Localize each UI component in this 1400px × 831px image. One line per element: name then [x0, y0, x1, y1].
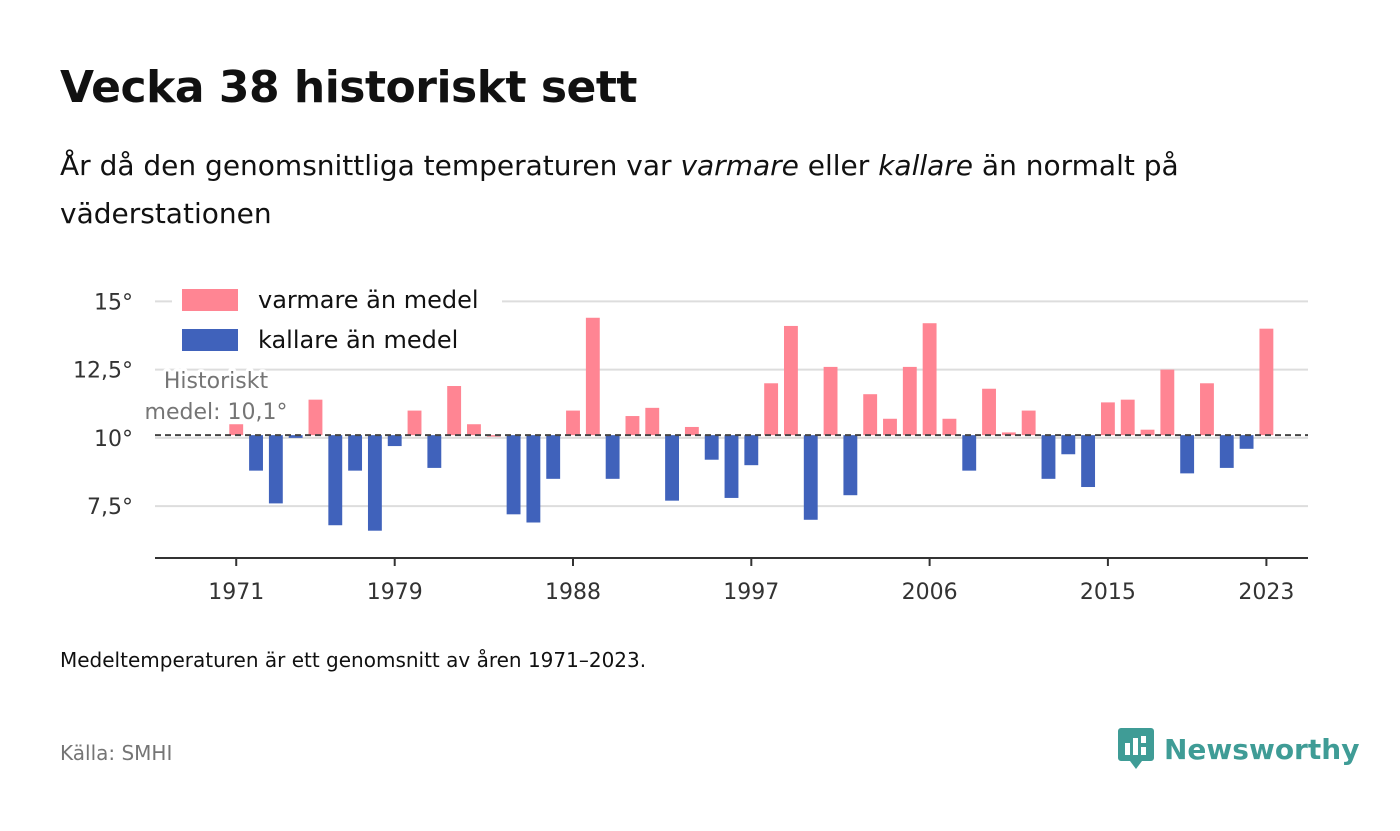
- bar-2013: [1061, 435, 1076, 455]
- bar-2009: [982, 388, 996, 436]
- bar-2011: [1021, 410, 1036, 436]
- y-tick-label: 12,5°: [73, 359, 133, 384]
- bar-2006: [922, 323, 937, 436]
- bar-2015: [1100, 402, 1115, 436]
- bar-2022: [1239, 435, 1254, 449]
- baseline-label-line1: Historiskt: [164, 369, 269, 394]
- newsworthy-logo-text: Newsworthy: [1164, 732, 1360, 766]
- legend-label-warm: varmare än medel: [258, 286, 479, 314]
- bar-1972: [249, 435, 263, 471]
- x-tick-label: 2023: [1238, 580, 1294, 605]
- bar-2000: [803, 435, 818, 520]
- bars: [229, 317, 1274, 531]
- y-tick-label: 7,5°: [87, 495, 133, 520]
- bar-1995: [704, 435, 719, 460]
- bar-1998: [764, 383, 779, 436]
- bar-1971: [229, 424, 244, 436]
- x-tick-label: 1997: [723, 580, 779, 605]
- subtitle: År då den genomsnittliga temperaturen va…: [60, 142, 1280, 238]
- bar-1988: [566, 410, 580, 436]
- bar-1997: [744, 435, 759, 466]
- source-credit: Källa: SMHI: [60, 741, 173, 765]
- bar-1989: [585, 317, 600, 436]
- bar-2003: [863, 394, 878, 436]
- footnote: Medeltemperaturen är ett genomsnitt av å…: [60, 648, 647, 672]
- bar-1980: [407, 410, 422, 436]
- bar-1990: [605, 435, 620, 479]
- subtitle-part3: än normalt på väderstationen: [60, 149, 1179, 230]
- y-tick-label: 10°: [94, 427, 133, 452]
- legend-label-cold: kallare än medel: [258, 326, 458, 354]
- bar-1979: [387, 435, 402, 447]
- subtitle-part2: eller: [798, 149, 879, 182]
- bar-1983: [467, 424, 481, 436]
- x-tick-label: 1979: [367, 580, 423, 605]
- bar-1996: [724, 435, 739, 498]
- x-tick-label: 1988: [545, 580, 601, 605]
- subtitle-cold-word: kallare: [878, 149, 974, 182]
- bar-2021: [1219, 435, 1234, 468]
- bar-2007: [942, 418, 957, 436]
- bar-2018: [1160, 369, 1175, 436]
- baseline-label-line2: medel: 10,1°: [145, 400, 288, 425]
- legend-swatch-warm: [182, 289, 238, 311]
- legend-swatch-cold: [182, 329, 238, 351]
- bar-2016: [1120, 399, 1135, 436]
- bar-2002: [843, 435, 858, 496]
- newsworthy-logo-icon: [1118, 728, 1154, 769]
- subtitle-part1: År då den genomsnittliga temperaturen va…: [60, 149, 681, 182]
- bar-2012: [1041, 435, 1056, 479]
- bar-1978: [367, 435, 382, 531]
- bar-1981: [427, 435, 442, 468]
- legend: varmare än medel kallare än medel: [172, 282, 502, 368]
- bar-1987: [546, 435, 561, 479]
- bar-1991: [625, 416, 640, 436]
- page-title: Vecka 38 historiskt sett: [60, 62, 637, 113]
- newsworthy-logo: Newsworthy: [1118, 728, 1359, 770]
- y-axis-tick-labels: 7,5° 10° 12,5° 15°: [73, 290, 133, 520]
- baseline-label: Historiskt medel: 10,1°: [142, 366, 291, 428]
- bar-1993: [665, 435, 680, 501]
- bar-1994: [684, 426, 699, 436]
- bar-1992: [645, 407, 660, 436]
- bar-1977: [348, 435, 363, 471]
- bar-1976: [328, 435, 343, 526]
- bar-2008: [962, 435, 977, 471]
- y-tick-label: 15°: [94, 290, 133, 315]
- bar-1973: [268, 435, 283, 504]
- bar-2020: [1200, 383, 1214, 436]
- bar-2001: [823, 366, 838, 436]
- bar-1999: [783, 325, 798, 436]
- bar-1985: [506, 435, 521, 515]
- bar-2023: [1259, 328, 1274, 436]
- bar-1984: [486, 435, 501, 437]
- bar-1982: [447, 386, 462, 436]
- x-axis: 1971 1979 1988 1997 2006 2015 2023: [155, 557, 1308, 605]
- bar-2017: [1140, 429, 1155, 436]
- bar-1974: [288, 435, 303, 438]
- x-tick-label: 2006: [902, 580, 958, 605]
- bar-2005: [902, 366, 917, 436]
- x-tick-label: 2015: [1080, 580, 1136, 605]
- bar-2010: [1001, 432, 1016, 436]
- bar-1975: [308, 399, 323, 436]
- subtitle-warm-word: varmare: [680, 149, 799, 182]
- bar-2014: [1081, 435, 1096, 488]
- bar-2019: [1180, 435, 1195, 474]
- x-tick-label: 1971: [208, 580, 264, 605]
- bar-1986: [526, 435, 541, 523]
- bar-2004: [883, 418, 897, 436]
